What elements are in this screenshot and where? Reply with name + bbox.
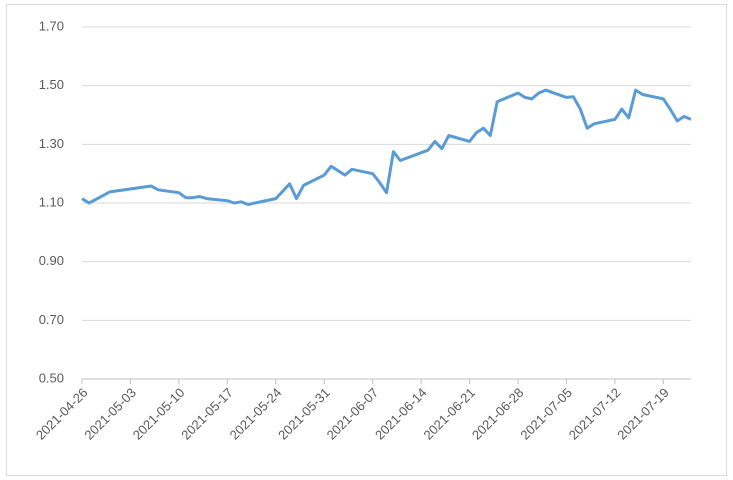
chart-border — [6, 4, 727, 476]
y-tick-label: 1.70 — [39, 18, 64, 33]
y-tick-label: 0.70 — [39, 312, 64, 327]
data-line — [81, 88, 692, 206]
y-tick-label: 0.50 — [39, 370, 64, 385]
y-tick-label: 1.50 — [39, 77, 64, 92]
y-tick-label: 1.30 — [39, 136, 64, 151]
y-tick-label: 0.90 — [39, 253, 64, 268]
y-tick-label: 1.10 — [39, 194, 64, 209]
